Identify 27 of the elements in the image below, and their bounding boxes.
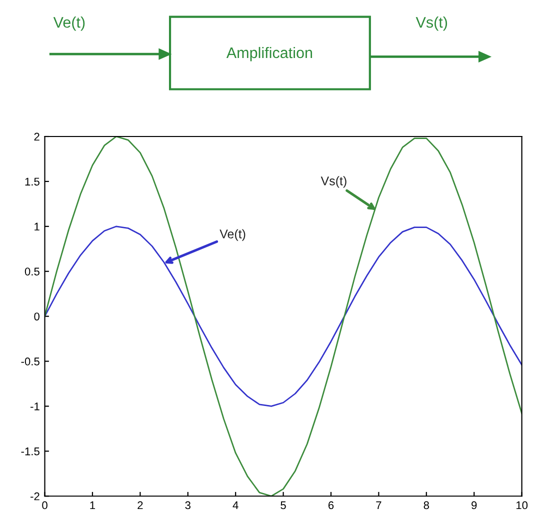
y-tick-label: -1.5 xyxy=(21,448,40,456)
x-tick-label: 2 xyxy=(138,501,143,510)
y-tick-label: 2 xyxy=(34,132,40,141)
y-tick-label: 1 xyxy=(34,222,40,230)
line-series xyxy=(44,136,522,496)
x-tick-label: 4 xyxy=(232,501,238,510)
text: Ve(t) xyxy=(53,16,85,31)
line-series xyxy=(44,226,522,407)
x-tick-label: 8 xyxy=(424,501,430,510)
y-tick-label: 0.5 xyxy=(24,268,40,276)
x-tick-label: 10 xyxy=(516,501,528,510)
text: Amplification xyxy=(226,46,312,62)
x-tick-label: 5 xyxy=(280,501,286,510)
y-tick-label: 1.5 xyxy=(25,178,40,186)
x-tick-label: 0 xyxy=(42,501,48,510)
x-tick-label: 3 xyxy=(185,501,190,510)
y-tick-label: -1 xyxy=(30,402,40,410)
text: Vs(t) xyxy=(416,16,448,31)
x-tick-label: 6 xyxy=(328,501,334,510)
x-tick-label: 7 xyxy=(376,501,382,510)
annotation: Vs(t) xyxy=(320,176,346,188)
x-tick-label: 1 xyxy=(90,501,96,510)
annotation: Ve(t) xyxy=(220,229,246,241)
y-tick-label: 0 xyxy=(34,312,40,320)
y-tick-label: -0.5 xyxy=(21,358,40,366)
x-tick-label: 9 xyxy=(472,501,477,510)
y-tick-label: -2 xyxy=(30,492,40,500)
